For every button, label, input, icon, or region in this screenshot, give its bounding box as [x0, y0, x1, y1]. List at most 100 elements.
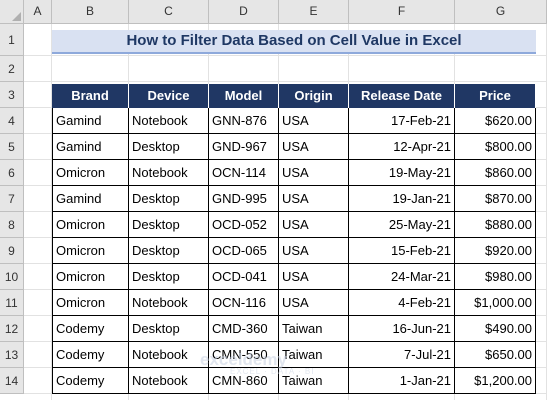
row-header-8[interactable]: 8 [0, 212, 24, 238]
table-cell[interactable]: USA [279, 290, 349, 316]
table-cell[interactable]: Codemy [52, 316, 129, 342]
table-cell[interactable]: $870.00 [455, 186, 536, 212]
table-cell[interactable]: Omicron [52, 160, 129, 186]
table-cell[interactable]: 7-Jul-21 [349, 342, 455, 368]
table-cell[interactable]: 25-May-21 [349, 212, 455, 238]
table-cell[interactable]: Omicron [52, 290, 129, 316]
table-cell[interactable]: Desktop [129, 316, 209, 342]
table-cell[interactable]: OCD-052 [209, 212, 279, 238]
table-cell[interactable]: $880.00 [455, 212, 536, 238]
table-cell[interactable]: Desktop [129, 212, 209, 238]
row-header-13[interactable]: 13 [0, 342, 24, 368]
column-header-d[interactable]: D [209, 0, 279, 24]
table-cell[interactable]: 19-Jan-21 [349, 186, 455, 212]
table-cell[interactable]: $1,200.00 [455, 368, 536, 394]
table-cell[interactable]: Notebook [129, 290, 209, 316]
table-cell[interactable]: $980.00 [455, 264, 536, 290]
table-cell[interactable]: 19-May-21 [349, 160, 455, 186]
table-header-model[interactable]: Model [209, 84, 279, 108]
table-cell[interactable]: Taiwan [279, 342, 349, 368]
table-cell[interactable]: USA [279, 160, 349, 186]
row-header-12[interactable]: 12 [0, 316, 24, 342]
row-header-4[interactable]: 4 [0, 108, 24, 134]
table-cell[interactable]: Codemy [52, 342, 129, 368]
table-cell[interactable]: 24-Mar-21 [349, 264, 455, 290]
column-header-c[interactable]: C [129, 0, 209, 24]
table-cell[interactable]: CMN-550 [209, 342, 279, 368]
select-all-triangle-icon [12, 12, 21, 21]
table-cell[interactable]: USA [279, 134, 349, 160]
table-cell[interactable]: Codemy [52, 368, 129, 394]
row-header-2[interactable]: 2 [0, 56, 24, 82]
table-cell[interactable]: 4-Feb-21 [349, 290, 455, 316]
table-cell[interactable]: Notebook [129, 108, 209, 134]
column-header-a[interactable]: A [24, 0, 52, 24]
table-cell[interactable]: OCD-041 [209, 264, 279, 290]
table-cell[interactable]: Desktop [129, 264, 209, 290]
gridline-vertical [51, 24, 52, 400]
table-cell[interactable]: $800.00 [455, 134, 536, 160]
table-cell[interactable]: Gamind [52, 186, 129, 212]
row-header-3[interactable]: 3 [0, 82, 24, 108]
table-cell[interactable]: Taiwan [279, 316, 349, 342]
row-header-10[interactable]: 10 [0, 264, 24, 290]
table-cell[interactable]: 17-Feb-21 [349, 108, 455, 134]
sheet-title[interactable]: How to Filter Data Based on Cell Value i… [52, 30, 536, 54]
table-header-release-date[interactable]: Release Date [349, 84, 455, 108]
row-header-6[interactable]: 6 [0, 160, 24, 186]
gridline-horizontal [24, 81, 547, 82]
table-cell[interactable]: 12-Apr-21 [349, 134, 455, 160]
column-header-b[interactable]: B [52, 0, 129, 24]
column-header-e[interactable]: E [279, 0, 349, 24]
gridline-horizontal [24, 55, 547, 56]
table-cell[interactable]: Taiwan [279, 368, 349, 394]
row-header-11[interactable]: 11 [0, 290, 24, 316]
table-cell[interactable]: OCN-116 [209, 290, 279, 316]
row-header-5[interactable]: 5 [0, 134, 24, 160]
table-cell[interactable]: USA [279, 238, 349, 264]
table-header-origin[interactable]: Origin [279, 84, 349, 108]
table-cell[interactable]: USA [279, 212, 349, 238]
table-cell[interactable]: Gamind [52, 108, 129, 134]
table-cell[interactable]: $920.00 [455, 238, 536, 264]
table-cell[interactable]: CMD-360 [209, 316, 279, 342]
table-cell[interactable]: GNN-876 [209, 108, 279, 134]
table-cell[interactable]: $650.00 [455, 342, 536, 368]
table-cell[interactable]: GND-995 [209, 186, 279, 212]
table-cell[interactable]: USA [279, 264, 349, 290]
table-cell[interactable]: 15-Feb-21 [349, 238, 455, 264]
table-cell[interactable]: Notebook [129, 342, 209, 368]
table-cell[interactable]: GND-967 [209, 134, 279, 160]
table-header-price[interactable]: Price [455, 84, 536, 108]
row-header-1[interactable]: 1 [0, 24, 24, 56]
table-header-device[interactable]: Device [129, 84, 209, 108]
table-cell[interactable]: 1-Jan-21 [349, 368, 455, 394]
column-header-g[interactable]: G [455, 0, 547, 24]
table-cell[interactable]: $490.00 [455, 316, 536, 342]
table-cell[interactable]: Desktop [129, 134, 209, 160]
row-header-14[interactable]: 14 [0, 368, 24, 394]
table-cell[interactable]: USA [279, 186, 349, 212]
table-cell[interactable]: Omicron [52, 238, 129, 264]
table-cell[interactable]: Omicron [52, 212, 129, 238]
table-cell[interactable]: Desktop [129, 186, 209, 212]
table-cell[interactable]: OCD-065 [209, 238, 279, 264]
row-header-9[interactable]: 9 [0, 238, 24, 264]
table-cell[interactable]: USA [279, 108, 349, 134]
table-cell[interactable]: CMN-860 [209, 368, 279, 394]
table-cell[interactable]: Notebook [129, 368, 209, 394]
table-cell[interactable]: OCN-114 [209, 160, 279, 186]
table-cell[interactable]: $620.00 [455, 108, 536, 134]
table-cell[interactable]: Gamind [52, 134, 129, 160]
column-header-f[interactable]: F [349, 0, 455, 24]
table-cell[interactable]: Desktop [129, 238, 209, 264]
table-cell[interactable]: Notebook [129, 160, 209, 186]
table-cell[interactable]: Omicron [52, 264, 129, 290]
table-header-brand[interactable]: Brand [52, 84, 129, 108]
row-header-7[interactable]: 7 [0, 186, 24, 212]
select-all-corner[interactable] [0, 0, 24, 24]
table-cell[interactable]: $860.00 [455, 160, 536, 186]
table-cell[interactable]: 16-Jun-21 [349, 316, 455, 342]
table-cell[interactable]: $1,000.00 [455, 290, 536, 316]
